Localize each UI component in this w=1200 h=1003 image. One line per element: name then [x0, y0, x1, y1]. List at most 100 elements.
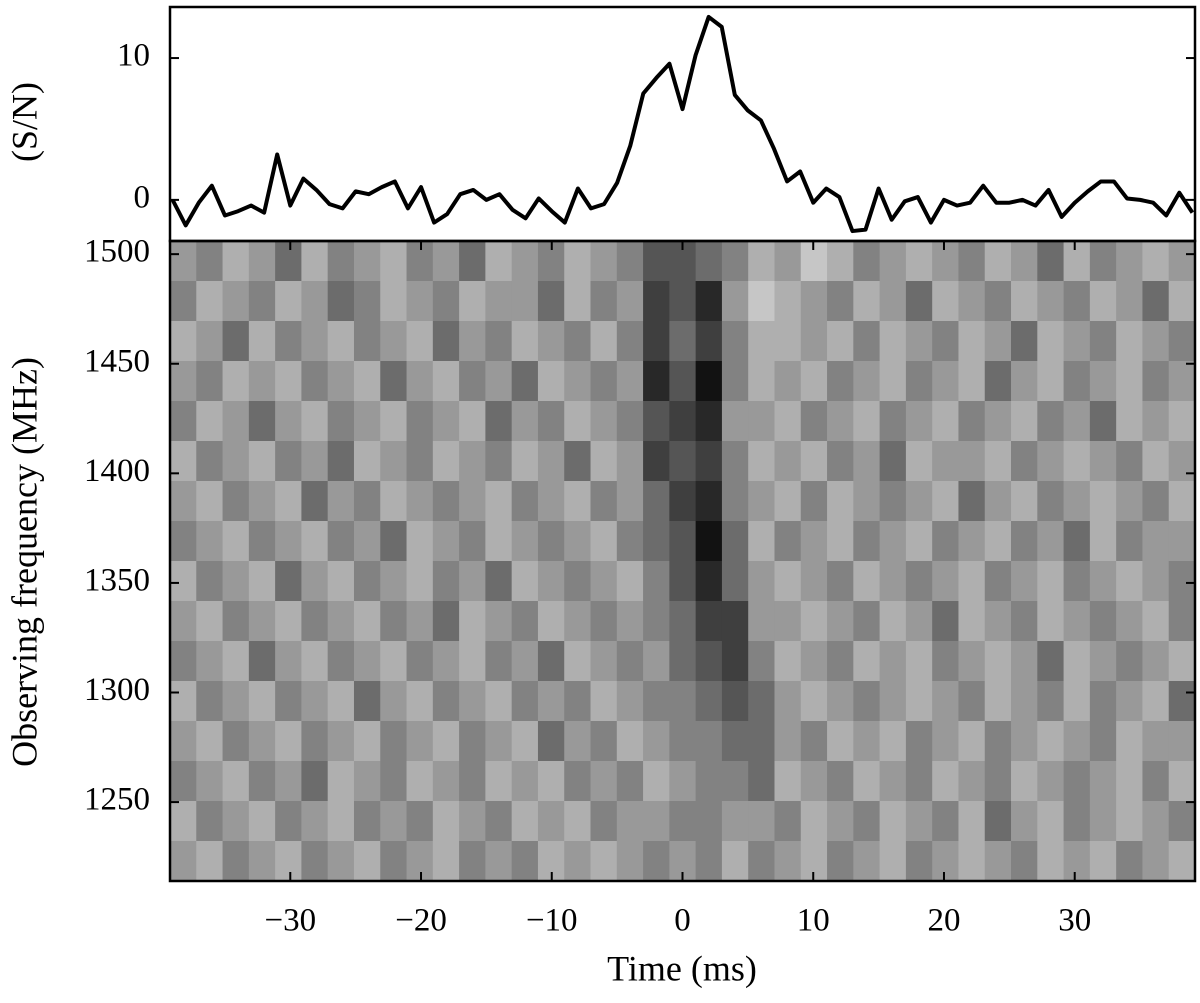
heatmap-cell	[511, 721, 539, 762]
heatmap-cell	[196, 481, 224, 522]
heatmap-cell	[380, 641, 408, 682]
heatmap-cell	[327, 601, 355, 642]
heatmap-cell	[879, 721, 907, 762]
heatmap-cell	[537, 521, 565, 562]
heatmap-cell	[222, 281, 250, 322]
panel-frame	[168, 5, 1197, 243]
heatmap-cell	[774, 721, 802, 762]
heatmap-cell	[695, 441, 723, 482]
heatmap-cell	[958, 361, 986, 402]
heatmap-cell	[1089, 801, 1117, 842]
heatmap-cell	[301, 721, 329, 762]
heatmap-cell	[1116, 761, 1144, 802]
heatmap-cell	[1037, 561, 1065, 602]
heatmap-cell	[643, 441, 670, 482]
heatmap-cell	[774, 681, 802, 722]
heatmap-cell	[774, 321, 802, 362]
heatmap-cell	[406, 601, 434, 642]
heatmap-cell	[459, 601, 486, 642]
heatmap-cell	[905, 281, 933, 322]
heatmap-cell	[196, 841, 224, 882]
heatmap-cell	[853, 241, 881, 282]
heatmap-cell	[590, 641, 618, 682]
heatmap-cell	[827, 601, 854, 642]
heatmap-cell	[248, 321, 276, 362]
heatmap-cell	[406, 801, 434, 842]
heatmap-cell	[301, 321, 329, 362]
heatmap-cell	[984, 241, 1012, 282]
heatmap-cell	[721, 601, 749, 642]
heatmap-cell	[827, 761, 854, 802]
heatmap-cell	[800, 521, 828, 562]
heatmap-cell	[669, 441, 697, 482]
heatmap-cell	[721, 481, 749, 522]
heatmap-cell	[905, 481, 933, 522]
heatmap-cell	[1037, 761, 1065, 802]
heatmap-cell	[1011, 721, 1038, 762]
heatmap-cell	[958, 281, 986, 322]
heatmap-cell	[1011, 801, 1038, 842]
heatmap-cell	[932, 841, 960, 882]
heatmap-cell	[327, 801, 355, 842]
heatmap-cell	[932, 241, 960, 282]
heatmap-cell	[1063, 521, 1091, 562]
heatmap-cell	[1116, 721, 1144, 762]
heatmap-cell	[432, 521, 460, 562]
heatmap-cell	[721, 281, 749, 322]
heatmap-cell	[1142, 761, 1170, 802]
heatmap-cell	[590, 561, 618, 602]
heatmap-cell	[511, 281, 539, 322]
heatmap-cell	[932, 321, 960, 362]
heatmap-cell	[327, 561, 355, 602]
heatmap-cell	[1168, 761, 1196, 802]
heatmap-cell	[301, 241, 329, 282]
heatmap-cell	[222, 441, 250, 482]
heatmap-cell	[564, 841, 592, 882]
heatmap-cell	[301, 601, 329, 642]
heatmap-cell	[1037, 641, 1065, 682]
heatmap-cell	[1142, 641, 1170, 682]
heatmap-cell	[380, 801, 408, 842]
heatmap-cell	[301, 641, 329, 682]
heatmap-cell	[301, 681, 329, 722]
heatmap-cell	[590, 401, 618, 442]
heatmap-cell	[695, 521, 723, 562]
heatmap-cell	[170, 641, 197, 682]
heatmap-cell	[1168, 361, 1196, 402]
heatmap-cell	[669, 761, 697, 802]
heatmap-cell	[643, 681, 670, 722]
heatmap-cell	[248, 681, 276, 722]
heatmap-cell	[275, 721, 303, 762]
heatmap-cell	[327, 361, 355, 402]
heatmap-cell	[485, 841, 513, 882]
heatmap-cell	[669, 521, 697, 562]
heatmap-cell	[1168, 321, 1196, 362]
heatmap-cell	[170, 841, 197, 882]
heatmap-cell	[222, 561, 250, 602]
heatmap-cell	[721, 321, 749, 362]
heatmap-cell	[511, 761, 539, 802]
heatmap-cell	[800, 561, 828, 602]
heatmap-cell	[590, 761, 618, 802]
heatmap-cell	[827, 401, 854, 442]
heatmap-cell	[905, 721, 933, 762]
heatmap-cell	[248, 521, 276, 562]
heatmap-cell	[564, 801, 592, 842]
heatmap-cell	[643, 481, 670, 522]
heatmap-cell	[853, 441, 881, 482]
heatmap-cell	[459, 801, 486, 842]
heatmap-cell	[459, 641, 486, 682]
heatmap-cell	[537, 721, 565, 762]
heatmap-cell	[695, 721, 723, 762]
heatmap-cell	[1168, 721, 1196, 762]
heatmap-cell	[853, 521, 881, 562]
heatmap-cell	[879, 761, 907, 802]
heatmap-cell	[380, 721, 408, 762]
heatmap-cell	[275, 401, 303, 442]
heatmap-cell	[774, 761, 802, 802]
heatmap-cell	[748, 441, 776, 482]
heatmap-cell	[248, 801, 276, 842]
heatmap-cell	[485, 321, 513, 362]
heatmap-cell	[1116, 481, 1144, 522]
heatmap-cell	[275, 281, 303, 322]
